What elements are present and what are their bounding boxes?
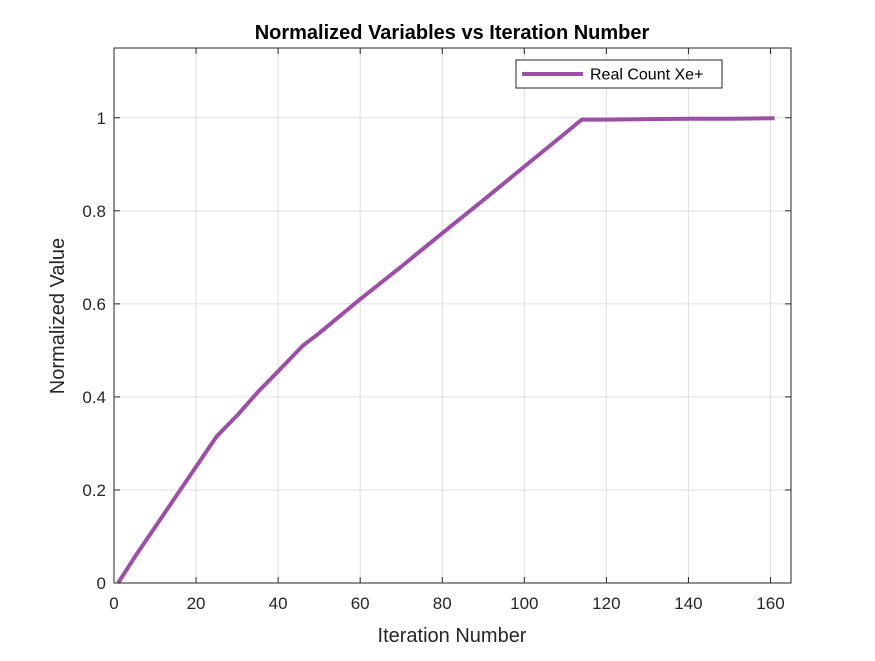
x-tick-label: 100 — [510, 594, 538, 613]
y-tick-label: 0.4 — [82, 388, 106, 407]
x-tick-label: 40 — [269, 594, 288, 613]
plot-frame — [113, 47, 792, 584]
legend: Real Count Xe+ — [515, 59, 723, 89]
x-tick-label: 160 — [756, 594, 784, 613]
y-axis-title: Normalized Value — [47, 238, 69, 394]
x-axis-title: Iteration Number — [378, 625, 527, 647]
x-tick-label: 60 — [351, 594, 370, 613]
y-tick-label: 0.2 — [82, 481, 106, 500]
series-layer — [116, 116, 775, 585]
chart-title: Normalized Variables vs Iteration Number — [255, 22, 650, 44]
series-line-0 — [116, 116, 775, 585]
legend-label: Real Count Xe+ — [590, 67, 703, 84]
x-tick-label: 20 — [187, 594, 206, 613]
x-tick-label: 80 — [433, 594, 452, 613]
x-tick-label: 140 — [674, 594, 702, 613]
y-tick-label: 0 — [97, 574, 106, 593]
y-tick-label: 1 — [97, 109, 106, 128]
y-tick-label: 0.6 — [82, 295, 106, 314]
x-tick-label: 0 — [109, 594, 118, 613]
plot-area — [114, 48, 791, 583]
y-tick-label: 0.8 — [82, 202, 106, 221]
ticks: 0 20 40 60 80 100 120 140 160 0 0.2 0.4 0.6 0.8 1 — [82, 48, 791, 613]
x-tick-label: 120 — [592, 594, 620, 613]
